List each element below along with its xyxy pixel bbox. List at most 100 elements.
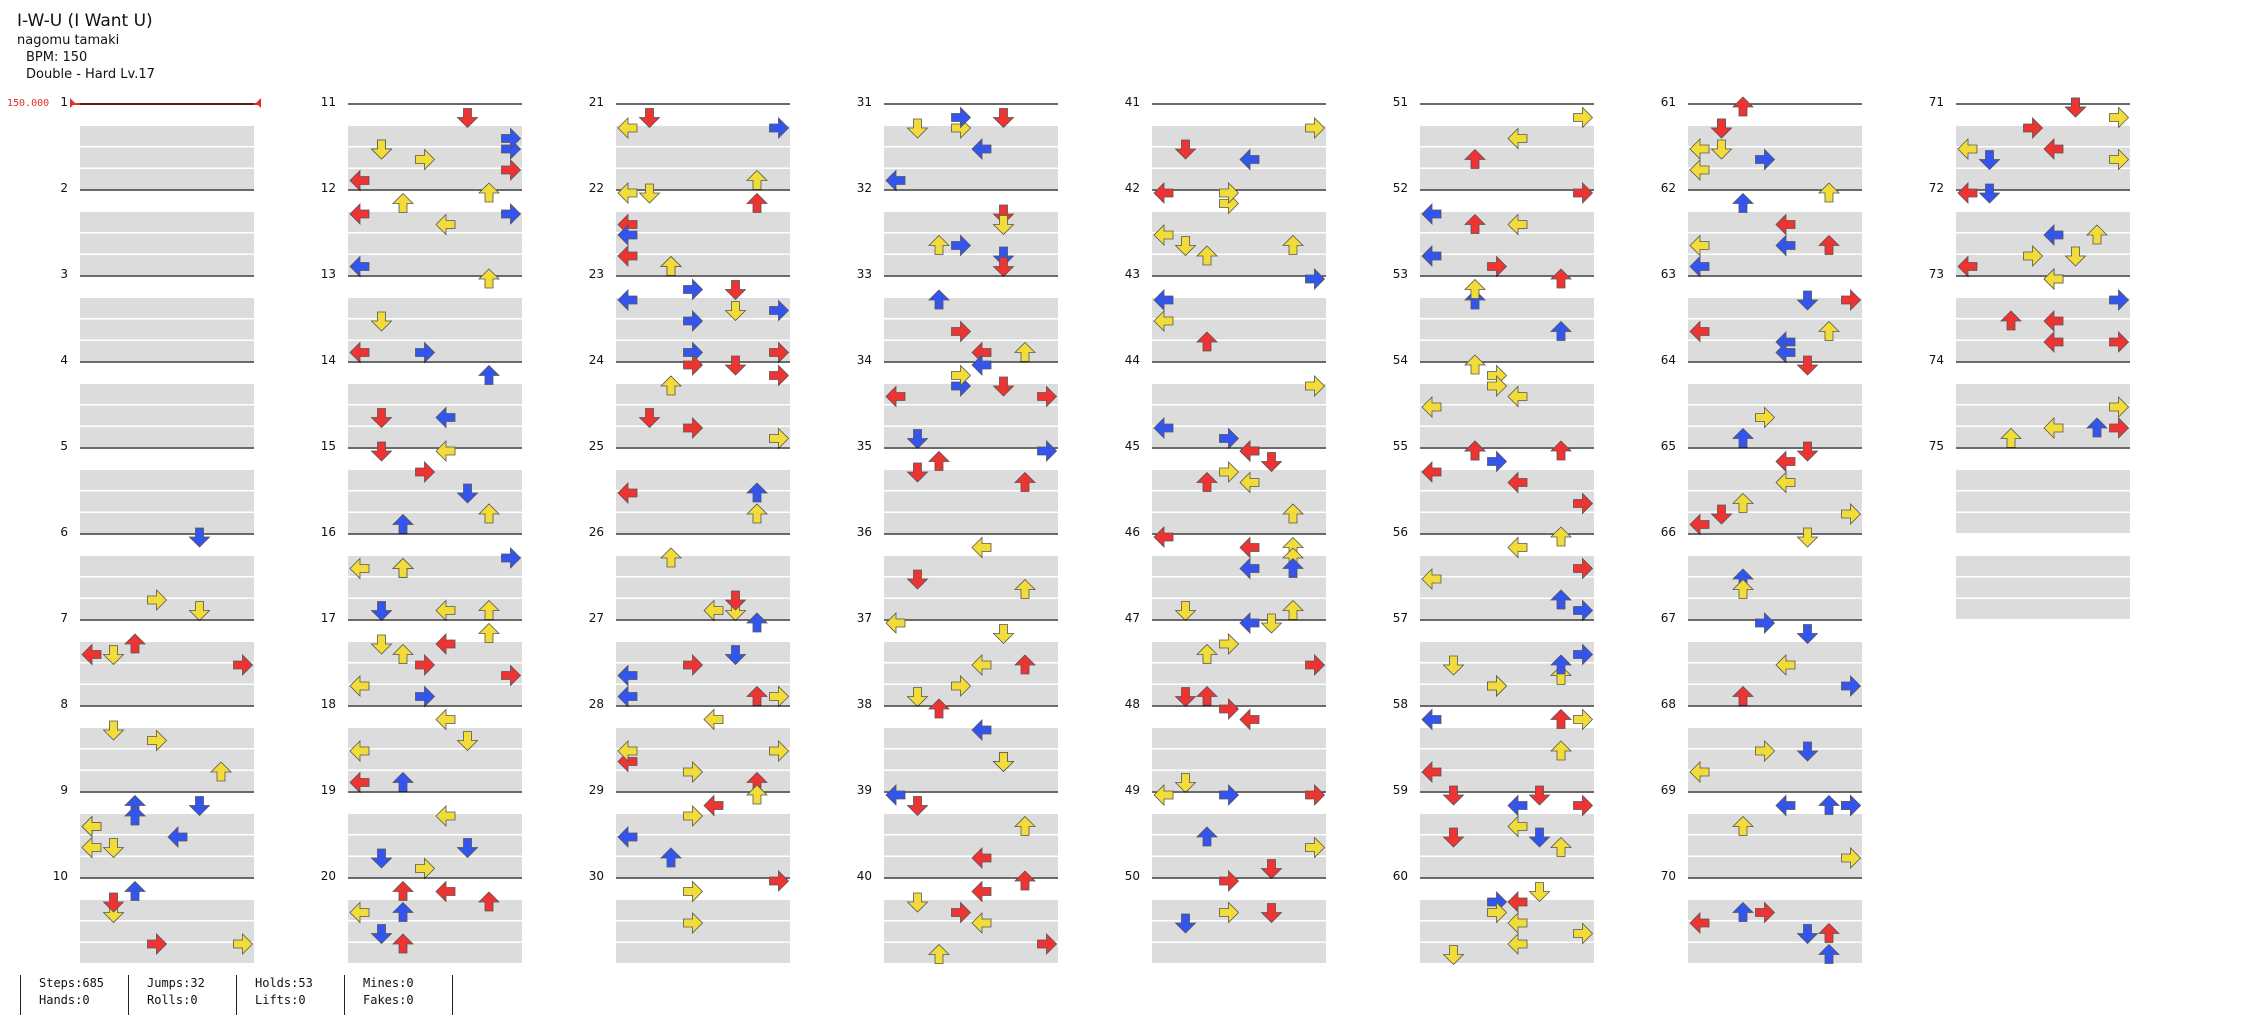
arrow-shape [2109,417,2130,439]
step-arrow [951,234,972,257]
beat-shade [1420,470,1594,490]
step-arrow [638,183,661,204]
arrow-shape [1196,826,1218,847]
beat-shade [1152,513,1326,533]
beat-shade [348,663,522,684]
step-arrow [435,213,456,236]
measure-block: 41 [1125,95,1326,189]
arrow-shape [1507,815,1528,838]
step-arrow [1219,870,1240,892]
beat-shade [1152,470,1326,490]
beat-shade [616,814,790,834]
beat-shade [616,728,790,748]
beat-shade [348,298,522,318]
beat-shade [1420,298,1594,318]
step-chart: 1 2 3 4 5 6 7 8 9 10 11 12 13 14 15 16 17 18 19 20 21 22 23 24 2… [53,95,2130,966]
arrow-shape [1305,375,1326,397]
arrow-shape [1841,503,1862,525]
step-arrow [1732,901,1754,922]
arrow-shape [370,634,393,655]
arrow-shape [102,892,125,913]
beat-shade [80,749,254,770]
beat-shade [1420,212,1594,232]
step-arrow [971,654,992,676]
step-arrow [1305,784,1326,806]
measure-block: 53 [1393,267,1594,361]
arrow-shape [1775,213,1796,236]
step-arrow [81,836,102,859]
measure-number: 30 [589,869,604,883]
beat-shade [1688,491,1862,512]
step-arrow [1014,471,1036,492]
step-arrow [971,880,992,903]
measure-number: 34 [857,353,872,367]
measure-block: 69 [1661,783,1862,877]
step-arrow [435,708,456,731]
measure-number: 60 [1393,869,1408,883]
step-arrow [683,761,704,783]
beat-shade [884,728,1058,748]
arrow-shape [660,375,682,396]
step-arrow [1507,385,1528,408]
step-arrow [638,408,661,429]
arrow-shape [233,933,254,955]
step-arrow [971,354,992,376]
step-arrow [2086,224,2108,245]
beat-shade [1956,599,2130,619]
measure-number: 45 [1125,439,1140,453]
beat-shade [1420,255,1594,275]
beat-shade [1688,319,1862,340]
arrow-shape [1841,847,1862,869]
arrow-shape [1421,461,1442,483]
beat-shade [80,319,254,340]
measure-number: 57 [1393,611,1408,625]
beat-shade [1152,255,1326,275]
arrow-shape [1818,943,1840,964]
step-arrow [1507,213,1528,236]
arrow-shape [1796,624,1819,645]
arrow-shape [617,245,638,267]
arrow-shape [683,354,704,376]
step-arrow [885,784,906,806]
arrow-shape [124,805,146,826]
beat-shade [1420,814,1594,834]
arrow-shape [617,826,638,848]
step-arrow [1841,794,1862,817]
beat-shade [884,663,1058,684]
step-arrow [2043,331,2064,353]
measure-block: 73 [1929,267,2130,361]
arrow-shape [2043,224,2064,246]
beat-shade [1956,126,2130,146]
step-arrow [1014,815,1036,836]
step-arrow [683,417,704,439]
step-arrow [746,503,768,524]
measure-number: 48 [1125,697,1140,711]
step-arrow [501,547,522,569]
arrow-shape [1037,440,1058,462]
beat-shade [1420,642,1594,662]
step-arrow [370,139,393,160]
jumps-count: Jumps:32 [147,976,205,990]
beat-shade [348,341,522,361]
step-arrow [147,933,168,955]
bpm-change-marker: 150.000 [7,98,50,109]
arrow-shape [2086,417,2108,438]
measure-block: 1 [60,95,254,189]
measure-block [1956,556,2130,619]
measure-block: 48 [1125,697,1326,791]
step-arrow [703,708,724,731]
measure-number: 19 [321,783,336,797]
arrow-shape [392,901,414,922]
beat-shade [1420,169,1594,189]
measure-block: 65 [1661,439,1862,533]
arrow-shape [617,224,638,246]
step-arrow [660,375,682,396]
arrow-shape [971,880,992,903]
arrow-shape [1174,139,1197,160]
step-arrow [1550,589,1572,610]
beat-shade [1152,749,1326,770]
beat-shade [1688,685,1862,705]
beat-shade [1152,319,1326,340]
step-arrow [1219,633,1240,655]
step-arrow [1014,654,1036,675]
